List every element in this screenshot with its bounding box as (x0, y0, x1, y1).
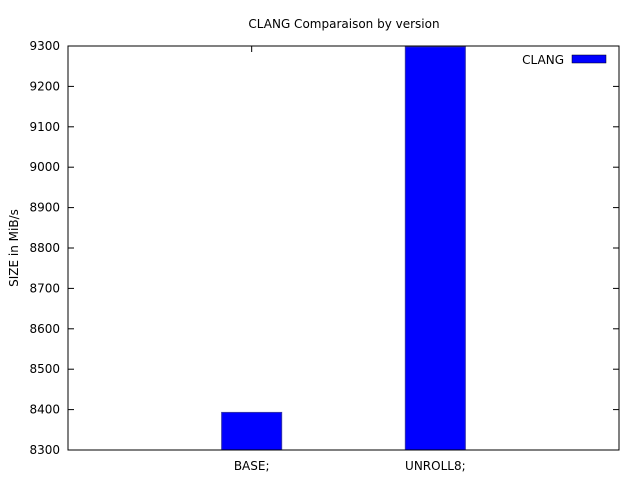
y-axis-label: SIZE in MiB/s (7, 209, 21, 287)
y-tick-label: 8800 (29, 241, 60, 255)
y-tick-label: 9000 (29, 160, 60, 174)
x-tick-label: BASE; (234, 459, 270, 473)
chart-title: CLANG Comparaison by version (248, 17, 439, 31)
y-tick-label: 8300 (29, 443, 60, 457)
y-tick-label: 9100 (29, 120, 60, 134)
y-axis-ticks: 8300 8400 8500 8600 8700 8800 8900 9000 9100 9200… (29, 39, 619, 457)
y-tick-label: 9200 (29, 79, 60, 93)
y-tick-label: 8500 (29, 362, 60, 376)
bar-base (221, 411, 283, 451)
legend: CLANG (522, 53, 607, 67)
bar-unroll8 (404, 46, 466, 451)
y-tick-label: 8900 (29, 201, 60, 215)
plot-frame (67, 45, 620, 451)
legend-label: CLANG (522, 53, 564, 67)
y-tick-label: 8400 (29, 403, 60, 417)
x-tick-label: UNROLL8; (405, 459, 466, 473)
legend-swatch (571, 54, 607, 64)
bar-series (221, 46, 466, 451)
y-tick-label: 8600 (29, 322, 60, 336)
y-tick-label: 8700 (29, 281, 60, 295)
y-tick-label: 9300 (29, 39, 60, 53)
